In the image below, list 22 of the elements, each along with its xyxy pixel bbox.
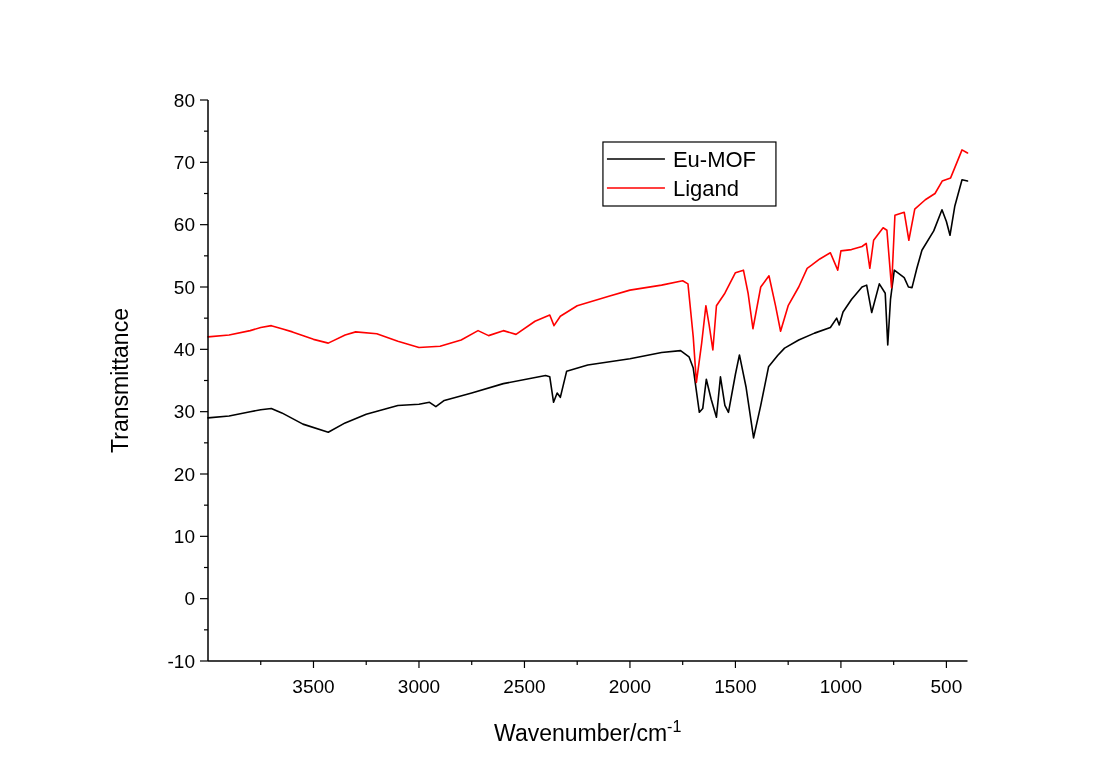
x-tick-label: 500 [930,676,963,697]
y-tick-label: 10 [173,525,195,547]
line-series [207,149,969,384]
x-tick-label: 2500 [503,676,546,697]
x-tick-label: 1000 [819,676,863,697]
legend-label: Ligand [672,175,740,201]
y-tick-label: 60 [173,214,195,236]
legend-label: Eu-MOF [672,146,757,172]
x-tick-label: 2000 [608,676,652,697]
y-tick-label: 70 [173,151,195,173]
y-tick-label: 80 [173,89,195,111]
y-tick-label: -10 [167,650,195,672]
y-axis-title: Transmittance [107,308,133,453]
x-axis-title: Wavenumber/cm$^{-1}$ [494,717,682,746]
y-tick-label: 20 [173,463,195,485]
y-tick-label: 30 [173,401,195,423]
y-tick-label: 40 [173,338,195,360]
x-tick-label: 3500 [292,676,335,697]
x-tick-label: 3000 [397,676,441,697]
y-tick-label: 50 [173,276,195,298]
y-tick-label: 0 [184,588,195,610]
x-tick-label: 1500 [714,676,757,697]
